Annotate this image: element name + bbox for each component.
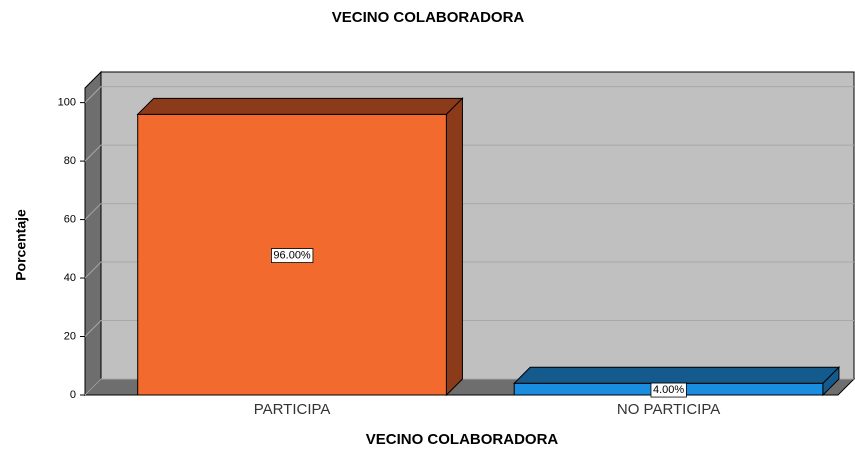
- chart-title: VECINO COLABORADORA: [332, 9, 525, 26]
- y-axis-label: Porcentaje: [13, 209, 29, 281]
- y-tick-label: 0: [70, 389, 76, 401]
- y-tick-label: 80: [64, 155, 76, 167]
- y-tick-label: 40: [64, 272, 76, 284]
- x-tick-label: PARTICIPA: [254, 401, 331, 418]
- y-tick-label: 100: [58, 97, 76, 109]
- grid-line: [84, 86, 854, 103]
- value-label: 96.00%: [273, 250, 311, 262]
- bar-top: [513, 366, 841, 384]
- left-wall: [84, 70, 102, 397]
- grid-line: [84, 261, 854, 279]
- bar-top: [136, 97, 464, 115]
- value-label-box: [271, 248, 314, 263]
- x-axis-label: VECINO COLABORADORA: [366, 431, 559, 448]
- value-label-box: [650, 382, 687, 398]
- bar-side: [822, 366, 840, 397]
- x-tick-label: NO PARTICIPA: [617, 401, 720, 418]
- grid-line: [84, 203, 854, 220]
- y-tick-label: 60: [64, 213, 76, 225]
- y-tick-label: 20: [64, 330, 76, 342]
- bar-side: [445, 97, 463, 397]
- value-label: 4.00%: [653, 384, 684, 396]
- grid-line: [84, 144, 854, 162]
- grid-line: [84, 320, 854, 337]
